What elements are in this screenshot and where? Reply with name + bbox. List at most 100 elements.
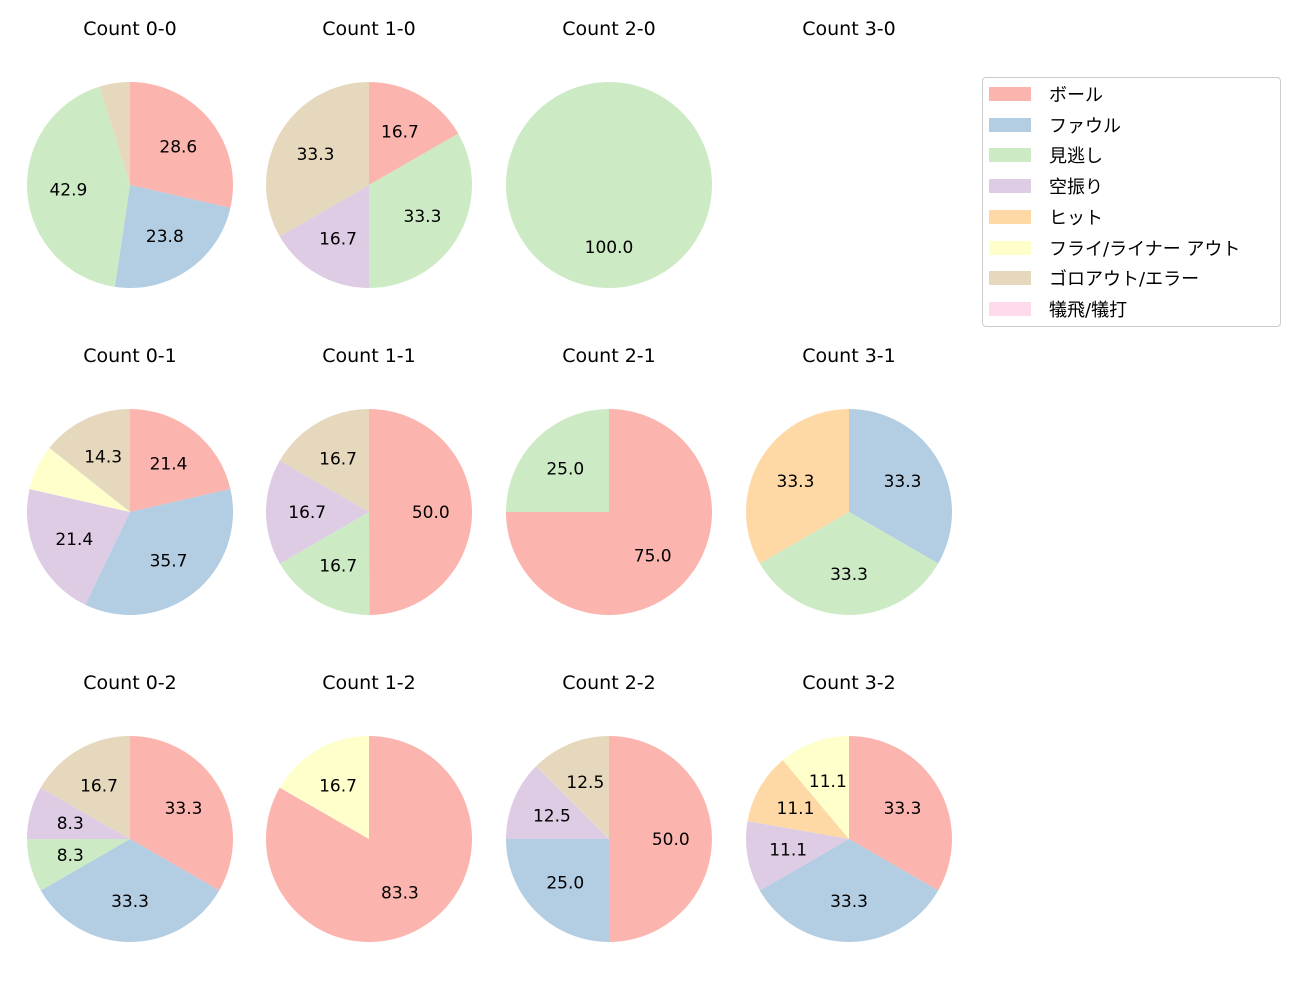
- pie-slice: [27, 787, 131, 840]
- slice-label: 35.7: [150, 551, 188, 571]
- slice-label: 28.6: [159, 137, 197, 157]
- slice-label: 83.3: [381, 883, 419, 903]
- pie-title: Count 3-0: [802, 18, 896, 40]
- slice-label: 16.7: [319, 229, 357, 249]
- slice-label: 33.3: [777, 472, 815, 492]
- pie-slice: [114, 185, 231, 289]
- legend-swatch: [989, 209, 1031, 224]
- slice-label: 16.7: [319, 557, 357, 577]
- slice-label: 16.7: [80, 777, 118, 797]
- legend-swatch: [989, 271, 1031, 286]
- legend-swatch: [989, 240, 1031, 255]
- legend-item: 見逃し: [989, 143, 1103, 167]
- legend-swatch: [989, 179, 1031, 194]
- slice-label: 100.0: [585, 238, 634, 258]
- legend-swatch: [989, 87, 1031, 101]
- legend-item: ゴロアウト/エラー: [989, 266, 1199, 290]
- pie-slice: [849, 736, 952, 891]
- pie-title: Count 1-0: [322, 18, 416, 40]
- slice-label: 42.9: [49, 181, 87, 201]
- pie-slice: [279, 409, 369, 512]
- legend-item: 犠飛/犠打: [989, 297, 1127, 321]
- slice-label: 33.3: [111, 892, 149, 912]
- pie-title: Count 0-1: [83, 345, 177, 367]
- slice-label: 12.5: [533, 806, 571, 826]
- pie-slice: [49, 409, 130, 512]
- pie-slice: [746, 821, 849, 891]
- pie-slice: [506, 839, 609, 942]
- pie-slice: [99, 82, 130, 185]
- pie-slice: [27, 489, 131, 605]
- legend-label: フライ/ライナー アウト: [1049, 238, 1241, 260]
- slice-label: 14.3: [84, 447, 122, 467]
- pie-slice: [266, 460, 369, 564]
- pie-title: Count 2-1: [562, 345, 656, 367]
- pie-slice: [506, 82, 712, 288]
- slice-label: 16.7: [319, 449, 357, 469]
- pie-slice: [849, 409, 952, 564]
- legend-item: フライ/ライナー アウト: [989, 236, 1240, 260]
- slice-label: 16.7: [319, 777, 357, 797]
- pie-slice: [279, 185, 369, 288]
- pie-slice: [759, 512, 939, 615]
- pie-title: Count 0-2: [83, 672, 177, 694]
- slice-label: 33.3: [830, 892, 868, 912]
- pie-slice: [609, 736, 712, 942]
- legend-swatch: [989, 117, 1031, 132]
- legend-label: ゴロアウト/エラー: [1049, 269, 1200, 291]
- legend-item: 空振り: [989, 174, 1103, 198]
- slice-label: 11.1: [769, 841, 807, 861]
- slice-label: 50.0: [412, 503, 450, 523]
- pie-slice: [26, 86, 130, 287]
- slice-label: 8.3: [57, 846, 84, 866]
- pie-slice: [130, 736, 233, 891]
- slice-label: 16.7: [288, 503, 326, 523]
- slice-label: 25.0: [546, 459, 584, 479]
- pie-slice: [536, 736, 609, 839]
- pie-title: Count 0-0: [83, 18, 177, 40]
- pie-title: Count 3-1: [802, 345, 896, 367]
- legend-label: 空振り: [1049, 177, 1103, 199]
- pie-slice: [759, 839, 939, 942]
- slice-label: 50.0: [652, 830, 690, 850]
- pie-slice: [85, 489, 233, 615]
- pie-slice: [29, 447, 131, 512]
- slice-label: 33.3: [404, 207, 442, 227]
- pie-slice: [506, 766, 609, 839]
- pie-slice: [40, 736, 130, 839]
- pie-slice: [747, 760, 849, 839]
- pie-title: Count 2-0: [562, 18, 656, 40]
- pie-title: Count 2-2: [562, 672, 656, 694]
- slice-label: 33.3: [165, 799, 203, 819]
- pie-slice: [369, 82, 459, 185]
- pie-slice: [745, 409, 849, 564]
- slice-label: 75.0: [634, 547, 672, 567]
- pie-slice: [130, 82, 233, 208]
- slice-label: 11.1: [777, 799, 815, 819]
- pie-slice: [369, 133, 473, 288]
- legend: ボールファウル見逃し空振りヒットフライ/ライナー アウト ゴロアウト/エラー犠飛/…: [982, 77, 1281, 327]
- legend-swatch: [989, 301, 1031, 316]
- slice-label: 12.5: [566, 773, 604, 793]
- legend-item: ファウル: [989, 113, 1121, 137]
- pie-slice: [265, 736, 472, 943]
- legend-label: ファウル: [1049, 115, 1121, 137]
- pie-slice: [369, 409, 473, 615]
- legend-label: ボール: [1049, 85, 1103, 106]
- slice-label: 25.0: [546, 874, 584, 894]
- legend-label: ヒット: [1049, 207, 1103, 229]
- pie-slice: [27, 839, 130, 891]
- slice-label: 21.4: [150, 455, 188, 475]
- slice-label: 33.3: [884, 799, 922, 819]
- pie-title: Count 1-1: [322, 345, 416, 367]
- pie-slice: [130, 409, 231, 512]
- slice-label: 16.7: [381, 123, 419, 143]
- pie-slice: [40, 839, 220, 942]
- slice-label: 23.8: [146, 227, 184, 247]
- legend-item: ボール: [989, 82, 1103, 106]
- pie-slice: [279, 512, 370, 616]
- legend-label: 見逃し: [1049, 146, 1103, 168]
- legend-swatch: [989, 148, 1031, 163]
